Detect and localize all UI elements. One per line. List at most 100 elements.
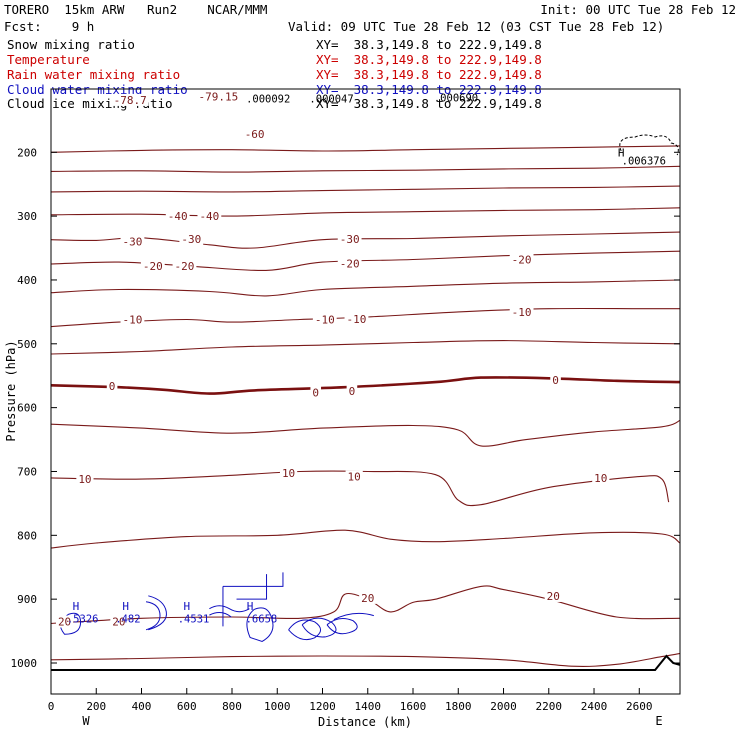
- isotherm-line-14: [50, 585, 681, 624]
- isotherm-label-bg: [55, 615, 74, 628]
- isotherm-label-bg: [337, 257, 362, 270]
- isotherm-label-bg: [550, 374, 561, 387]
- isotherm-label: 20: [547, 590, 560, 603]
- cloud-water-contour-3: [145, 595, 167, 631]
- field-xy-rain: XY= 38.3,149.8 to 222.9,149.8: [316, 67, 542, 82]
- high-marker: H: [247, 600, 254, 613]
- isotherm-label: -10: [512, 306, 532, 319]
- isotherm-label-bg: [312, 313, 337, 326]
- isotherm-label: -10: [123, 314, 143, 327]
- mixing-ratio-label: .000092: [246, 94, 290, 106]
- isotherm-label-bg: [140, 259, 165, 272]
- isotherm-label: -20: [340, 257, 360, 270]
- y-tick-label: 900: [17, 593, 37, 606]
- isotherm-label-bg: [106, 379, 118, 392]
- cloud-water-contour-8: [326, 617, 358, 635]
- init-time: Init: 00 UTC Tue 28 Feb 12: [540, 2, 736, 17]
- cloud-water-contour-7: [301, 617, 337, 638]
- high-marker: H: [73, 600, 80, 613]
- isotherm-label: -30: [181, 233, 201, 246]
- isotherm-label: -20: [512, 254, 532, 267]
- x-tick-label: 200: [86, 700, 106, 713]
- isotherm-label-bg: [242, 127, 267, 140]
- west-label: W: [82, 714, 90, 728]
- isotherm-label-bg: [509, 253, 534, 266]
- isotherm-line-15: [50, 652, 681, 667]
- high-marker: H: [183, 600, 190, 613]
- y-tick-label: 300: [17, 210, 37, 223]
- isotherm-label: 20: [58, 616, 71, 629]
- isotherm-label-bg: [346, 385, 358, 398]
- isotherm-label: 20: [112, 616, 125, 629]
- isotherm-label: -60: [245, 128, 265, 141]
- mixing-ratio-label: .000047: [309, 94, 353, 106]
- isotherm-label: 10: [348, 471, 361, 484]
- high-marker: H: [618, 146, 625, 159]
- x-tick-label: 1000: [264, 700, 291, 713]
- x-tick-label: 400: [132, 700, 152, 713]
- field-label-snow: Snow mixing ratio: [7, 37, 135, 52]
- isotherm-label-bg: [110, 615, 128, 628]
- isotherm-label-bg: [172, 259, 197, 272]
- isotherm-label: 0: [109, 380, 116, 393]
- y-tick-label: 600: [17, 402, 37, 415]
- x-tick-label: 2400: [581, 700, 608, 713]
- isotherm-line-11: [50, 419, 681, 447]
- isotherm-label-bg: [76, 473, 94, 486]
- y-tick-label: 500: [17, 338, 37, 351]
- isotherm-label: -78.7: [114, 94, 147, 107]
- isotherm-line-12: [50, 470, 670, 507]
- field-xy-temperature: XY= 38.3,149.8 to 222.9,149.8: [316, 52, 542, 67]
- cloud-water-value: .482: [115, 613, 140, 625]
- y-tick-label: 800: [17, 529, 37, 542]
- cloud-water-contour-9: [333, 612, 374, 621]
- model-title: TORERO 15km ARW Run2 NCAR/MMM: [4, 2, 268, 17]
- isotherm-label: 0: [312, 386, 319, 399]
- x-tick-label: 1200: [309, 700, 336, 713]
- isotherm-label-bg: [120, 313, 145, 326]
- isotherm-label: -20: [143, 260, 163, 273]
- valid-time: Valid: 09 UTC Tue 28 Feb 12 (03 CST Tue …: [288, 19, 665, 34]
- x-tick-label: 2600: [626, 700, 653, 713]
- y-axis-label: Pressure (hPa): [4, 340, 18, 441]
- isotherm-label: -30: [123, 236, 143, 249]
- isotherm-line-13: [50, 529, 681, 549]
- isotherm-line-9: [50, 340, 681, 355]
- field-label-rain: Rain water mixing ratio: [7, 67, 181, 82]
- x-tick-label: 1800: [445, 700, 472, 713]
- isotherm-line-3: [50, 185, 681, 193]
- isotherm-line-4: [50, 207, 681, 217]
- plot-frame: [50, 88, 681, 695]
- isotherm-label: -40: [199, 210, 219, 223]
- field-xy-cloud-ice: XY= 38.3,149.8 to 222.9,149.8: [316, 96, 542, 111]
- isotherm-label: -79.15: [199, 91, 239, 104]
- isotherm-label-bg: [359, 591, 377, 604]
- cloud-water-contour-6: [288, 619, 322, 641]
- isotherm-line-2: [50, 165, 681, 173]
- isotherm-label-bg: [196, 90, 241, 103]
- isotherm-label: -30: [340, 233, 360, 246]
- isotherm-label-bg: [197, 210, 222, 223]
- isotherm-label: -10: [347, 313, 367, 326]
- isotherm-label: 20: [361, 592, 374, 605]
- isotherm-line-10: [50, 376, 681, 395]
- isotherm-label-bg: [120, 235, 145, 248]
- cloud-water-value: .5326: [67, 613, 99, 625]
- isotherm-label-bg: [310, 386, 322, 399]
- x-tick-label: 1600: [400, 700, 427, 713]
- isotherm-label-bg: [179, 233, 204, 246]
- isotherm-label-bg: [509, 305, 534, 318]
- y-tick-label: 400: [17, 274, 37, 287]
- forecast-hour: Fcst: 9 h: [4, 19, 95, 34]
- isotherm-label: -40: [168, 210, 188, 223]
- field-label-temperature: Temperature: [7, 52, 90, 67]
- isotherm-label-bg: [592, 471, 610, 484]
- x-tick-label: 600: [177, 700, 197, 713]
- y-tick-label: 200: [17, 146, 37, 159]
- isotherm-line-1: [50, 145, 681, 153]
- east-label: E: [655, 714, 662, 728]
- y-tick-label: 700: [17, 465, 37, 478]
- isotherm-line-8: [50, 307, 680, 328]
- cloud-water-contour-4: [209, 605, 250, 618]
